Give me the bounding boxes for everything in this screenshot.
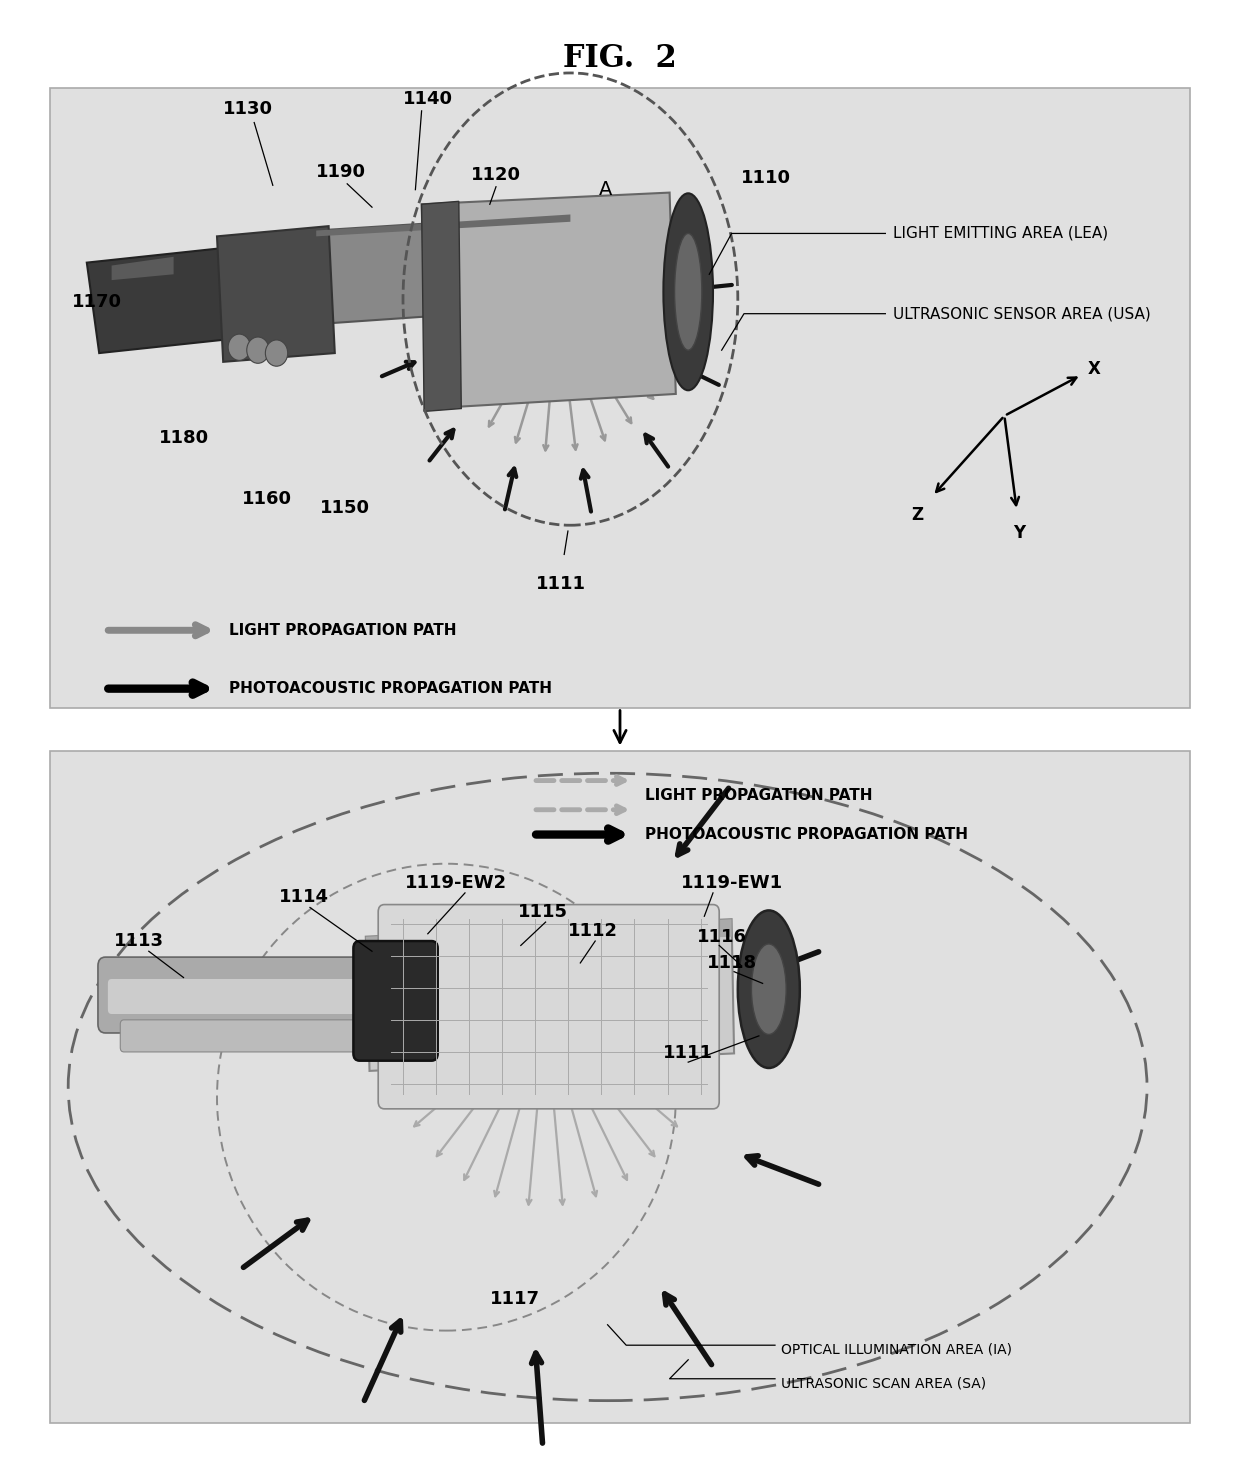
Text: 1130: 1130 — [223, 101, 273, 118]
Text: 1140: 1140 — [403, 90, 453, 108]
FancyBboxPatch shape — [98, 957, 373, 1033]
Polygon shape — [112, 257, 174, 280]
Circle shape — [265, 340, 288, 366]
Text: ULTRASONIC SENSOR AREA (USA): ULTRASONIC SENSOR AREA (USA) — [893, 306, 1151, 321]
Polygon shape — [422, 201, 461, 411]
Polygon shape — [422, 193, 676, 409]
Text: 1115: 1115 — [518, 903, 568, 921]
Polygon shape — [366, 919, 732, 951]
Polygon shape — [217, 226, 335, 362]
Text: 1114: 1114 — [279, 889, 329, 906]
Text: 1150: 1150 — [320, 499, 370, 516]
Ellipse shape — [675, 233, 702, 350]
Text: 1190: 1190 — [316, 163, 366, 181]
FancyBboxPatch shape — [108, 979, 363, 1014]
Polygon shape — [316, 214, 570, 236]
Text: LIGHT EMITTING AREA (LEA): LIGHT EMITTING AREA (LEA) — [893, 226, 1107, 241]
Text: ULTRASONIC SCAN AREA (SA): ULTRASONIC SCAN AREA (SA) — [781, 1376, 986, 1390]
Polygon shape — [87, 248, 236, 353]
Bar — [50, 88, 1190, 708]
Text: PHOTOACOUSTIC PROPAGATION PATH: PHOTOACOUSTIC PROPAGATION PATH — [645, 827, 967, 842]
Text: X: X — [1087, 360, 1100, 378]
Ellipse shape — [663, 193, 713, 391]
Text: LIGHT PROPAGATION PATH: LIGHT PROPAGATION PATH — [645, 788, 872, 802]
Text: 1180: 1180 — [159, 429, 208, 446]
Text: 1120: 1120 — [471, 166, 521, 184]
Text: A: A — [599, 179, 611, 200]
Ellipse shape — [751, 944, 786, 1034]
Text: 1119-EW2: 1119-EW2 — [405, 874, 507, 891]
Circle shape — [247, 337, 269, 363]
FancyBboxPatch shape — [353, 941, 438, 1061]
FancyBboxPatch shape — [378, 905, 719, 1109]
Text: Y: Y — [1013, 524, 1025, 541]
Polygon shape — [366, 919, 734, 1071]
Text: 1111: 1111 — [663, 1045, 713, 1062]
Text: 1113: 1113 — [114, 932, 164, 950]
Text: 1116: 1116 — [697, 928, 746, 945]
Text: PHOTOACOUSTIC PROPAGATION PATH: PHOTOACOUSTIC PROPAGATION PATH — [229, 681, 552, 696]
Text: 1170: 1170 — [72, 293, 122, 311]
Text: 1111: 1111 — [536, 575, 585, 592]
Text: 1117: 1117 — [490, 1290, 539, 1307]
Text: Z: Z — [911, 506, 924, 524]
Text: 1160: 1160 — [242, 490, 291, 508]
Polygon shape — [316, 214, 573, 324]
Bar — [50, 751, 1190, 1423]
FancyBboxPatch shape — [120, 1020, 370, 1052]
Text: OPTICAL ILLUMINATION AREA (IA): OPTICAL ILLUMINATION AREA (IA) — [781, 1342, 1012, 1357]
Text: 1119-EW1: 1119-EW1 — [681, 874, 782, 891]
Text: 1112: 1112 — [568, 922, 618, 940]
Text: FIG.  2: FIG. 2 — [563, 42, 677, 74]
Text: LIGHT PROPAGATION PATH: LIGHT PROPAGATION PATH — [229, 623, 456, 638]
Text: 1110: 1110 — [742, 169, 791, 187]
Circle shape — [228, 334, 250, 360]
Text: 1118: 1118 — [707, 954, 756, 972]
Ellipse shape — [738, 910, 800, 1068]
